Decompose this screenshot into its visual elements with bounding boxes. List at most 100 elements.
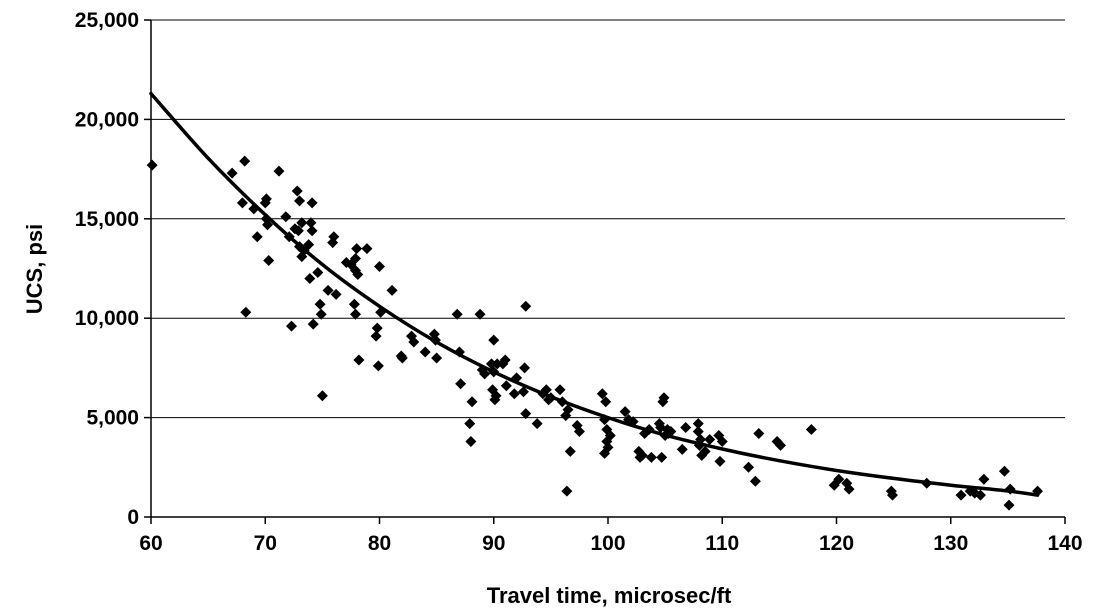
x-tick-label: 140 (1047, 532, 1082, 555)
data-point (645, 451, 657, 463)
data-point (714, 455, 726, 467)
data-point (643, 424, 655, 436)
data-point (419, 346, 431, 358)
data-point (273, 165, 285, 177)
data-point (511, 372, 523, 384)
data-point (451, 308, 463, 320)
data-point (474, 308, 486, 320)
data-point (676, 443, 688, 455)
data-point (656, 451, 668, 463)
data-point (955, 489, 967, 501)
data-point (531, 418, 543, 430)
data-point (627, 416, 639, 428)
data-point (396, 352, 408, 364)
data-point (464, 418, 476, 430)
x-tick-label: 110 (705, 532, 739, 555)
data-point (350, 253, 362, 265)
x-tick-label: 80 (368, 532, 391, 555)
y-axis-title: UCS, psi (22, 224, 47, 314)
data-point (564, 445, 576, 457)
data-point (316, 390, 328, 402)
data-point (805, 424, 817, 436)
data-point (692, 418, 704, 430)
data-point (554, 384, 566, 396)
data-point (315, 308, 327, 320)
data-point (704, 433, 716, 445)
y-tick-label: 15,000 (75, 208, 139, 231)
data-point (351, 243, 363, 255)
data-point (294, 195, 306, 207)
y-axis-tick-labels: 0 5,000 10,000 15,000 20,000 25,000 (75, 9, 139, 529)
data-point (352, 268, 364, 280)
data-point (350, 308, 362, 320)
data-point (453, 346, 465, 358)
data-point (306, 197, 318, 209)
data-point (304, 272, 316, 284)
x-tick-label: 90 (482, 532, 505, 555)
data-point (361, 243, 373, 255)
data-point (291, 185, 303, 197)
data-point (775, 439, 787, 451)
data-point (974, 489, 986, 501)
data-point (600, 396, 612, 408)
data-point (998, 465, 1010, 477)
data-point (262, 219, 274, 231)
y-tick-label: 10,000 (75, 307, 139, 330)
data-point (314, 298, 326, 310)
data-point (490, 390, 502, 402)
data-point (259, 197, 271, 209)
x-axis-title: Travel time, microsec/ft (487, 583, 732, 608)
data-point (240, 306, 252, 318)
y-tick-label: 0 (127, 506, 139, 529)
data-point (283, 231, 295, 243)
data-point (519, 362, 531, 374)
data-point (286, 320, 298, 332)
data-point (561, 485, 573, 497)
data-point (500, 380, 512, 392)
data-point (692, 426, 704, 438)
data-point (1004, 483, 1016, 495)
data-point (753, 428, 765, 440)
data-point (146, 159, 158, 171)
data-point (408, 336, 420, 348)
data-point (743, 461, 755, 473)
trendline (149, 91, 1040, 497)
data-point (306, 225, 318, 237)
y-tick-label: 5,000 (86, 407, 139, 430)
data-point (328, 231, 340, 243)
data-point (479, 368, 491, 380)
data-point (508, 388, 520, 400)
data-point (280, 211, 292, 223)
data-point (226, 167, 238, 179)
data-point (353, 354, 365, 366)
axes (144, 19, 1066, 524)
data-point (596, 388, 608, 400)
y-tick-label: 25,000 (75, 9, 139, 32)
data-point (1003, 499, 1015, 511)
data-point (263, 255, 275, 267)
data-point (540, 384, 552, 396)
data-point (1032, 485, 1044, 497)
data-point (431, 352, 443, 364)
data-point (604, 429, 616, 441)
data-point (499, 354, 511, 366)
data-point (371, 322, 383, 334)
data-points (146, 155, 1044, 511)
data-point (251, 231, 263, 243)
data-point (455, 378, 467, 390)
data-point (236, 197, 248, 209)
data-point (556, 396, 568, 408)
x-tick-label: 60 (139, 532, 162, 555)
data-point (375, 306, 387, 318)
data-point (695, 433, 707, 445)
data-point (322, 284, 334, 296)
data-point (348, 298, 360, 310)
data-point (843, 483, 855, 495)
data-point (372, 360, 384, 372)
data-point (466, 396, 478, 408)
data-point (465, 435, 477, 447)
data-point (239, 155, 251, 167)
data-point (488, 334, 500, 346)
data-point (520, 408, 532, 420)
data-point (599, 414, 611, 426)
